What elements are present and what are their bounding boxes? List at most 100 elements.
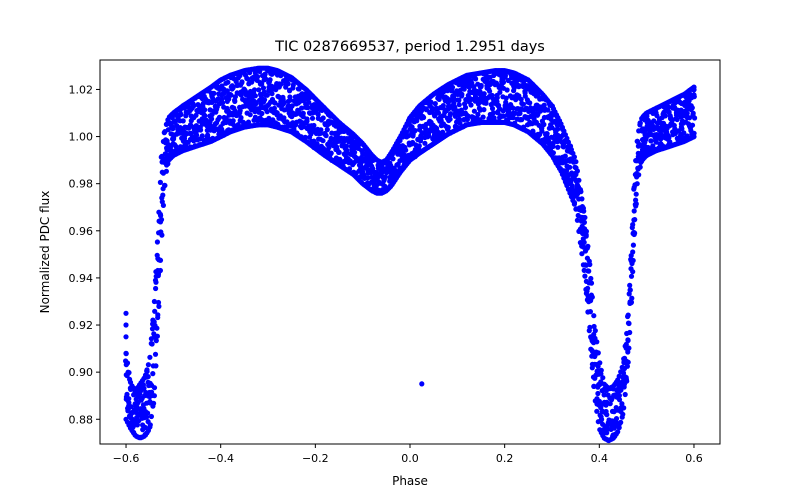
data-point [497,89,503,95]
data-point [123,310,129,316]
data-point [601,392,607,398]
data-point [422,140,428,146]
data-point [224,88,230,94]
data-point [232,98,238,104]
data-point [142,425,148,431]
data-point [633,203,639,209]
data-point [314,141,320,147]
x-tick-label: 0.4 [591,452,609,465]
data-point [447,112,453,118]
data-point [360,171,366,177]
data-point [569,183,575,189]
data-point [550,150,557,156]
data-point [211,90,217,96]
data-point [466,84,472,90]
data-point [152,351,159,357]
data-point [691,94,697,100]
data-point [519,117,525,123]
data-point [152,308,158,314]
data-point [591,323,597,330]
data-point [577,187,584,193]
data-point [568,179,574,185]
data-point [580,205,587,211]
data-point [163,137,169,143]
data-point [239,79,245,85]
data-point [162,182,168,189]
data-point [165,127,171,133]
data-point [251,87,258,93]
data-point [155,273,161,279]
data-point [154,239,160,245]
data-point [625,337,631,343]
data-point [622,391,628,398]
y-axis-label: Normalized PDC flux [38,191,52,314]
data-point [608,397,615,403]
data-point [255,74,261,80]
data-point [148,340,154,347]
data-point [648,138,654,144]
data-point [181,135,188,142]
data-point [190,103,197,109]
data-point [594,339,600,345]
data-point [256,87,262,93]
data-point [595,390,601,397]
data-point [291,126,297,132]
data-point [157,179,163,185]
data-point [150,371,156,377]
data-point [462,101,468,107]
data-points [123,65,698,444]
data-point [592,328,598,334]
data-point [178,112,184,118]
data-point [470,115,476,121]
x-axis-ticks: −0.6 −0.4 −0.2 0.0 0.2 0.4 0.6 [113,444,703,465]
x-tick-label: −0.6 [113,452,140,465]
data-point [630,222,636,228]
chart-title: TIC 0287669537, period 1.2951 days [274,39,545,55]
y-tick-label: 0.90 [69,366,94,379]
data-point [124,360,131,366]
data-point [628,273,635,279]
data-point [419,381,425,387]
data-point [683,110,689,116]
data-point [144,414,150,420]
data-point [247,112,253,118]
data-point [615,429,621,435]
data-point [126,400,132,406]
x-tick-label: 0.6 [685,452,703,465]
data-point [573,159,579,165]
data-point [487,88,493,94]
data-point [625,312,631,318]
data-point [420,113,426,120]
data-point [305,104,311,111]
data-point [278,81,284,87]
data-point [591,313,597,319]
data-point [154,325,160,331]
data-point [528,105,534,111]
data-point [596,398,603,404]
data-point [581,219,588,225]
data-point [381,178,387,184]
data-point [478,83,484,90]
data-point [691,134,697,140]
data-point [520,101,527,107]
data-point [490,110,496,116]
data-point [527,100,533,106]
data-point [665,105,671,111]
data-point [374,170,380,176]
y-tick-label: 1.02 [69,83,94,96]
data-point [480,114,486,120]
data-point [658,131,664,137]
data-point [510,115,516,121]
data-point [193,123,199,129]
data-point [489,105,496,112]
data-point [586,328,592,334]
data-point [220,100,226,106]
data-point [235,122,241,128]
data-point [598,414,604,420]
data-point [134,422,140,428]
data-point [589,294,595,300]
data-point [245,119,252,125]
x-tick-label: 0.0 [401,452,419,465]
data-point [598,367,604,373]
